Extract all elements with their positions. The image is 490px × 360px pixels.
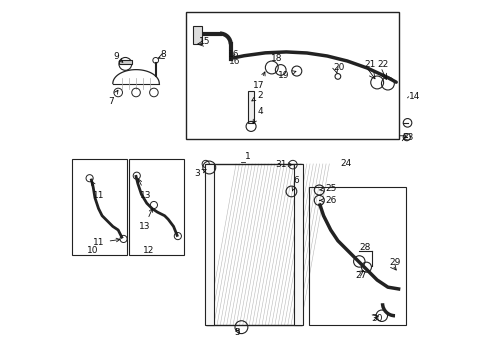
Text: 29: 29 [390,258,401,267]
Text: 22: 22 [377,60,389,69]
Text: 3: 3 [195,169,206,178]
Text: 26: 26 [320,196,337,205]
Text: 24: 24 [341,159,352,168]
Bar [129,158,184,255]
Text: 14: 14 [409,92,420,101]
Text: 13: 13 [139,208,153,231]
Bar [294,164,303,325]
Text: 28: 28 [359,243,371,252]
Text: 16: 16 [228,50,240,59]
Text: 9: 9 [114,52,123,62]
Bar [186,12,398,139]
Bar [72,158,127,255]
Bar [119,60,132,64]
FancyArrowPatch shape [233,52,396,82]
Text: 6: 6 [292,176,299,191]
Text: 15: 15 [198,37,210,46]
Text: 12: 12 [143,246,154,255]
Text: 31: 31 [276,160,293,169]
Bar [193,26,202,44]
Text: 18: 18 [270,54,282,63]
Bar [309,187,406,325]
Text: 30: 30 [371,314,383,323]
Text: 20: 20 [334,63,345,72]
Text: 10: 10 [87,246,98,255]
Text: 13: 13 [138,179,152,199]
Text: 8: 8 [160,50,166,59]
Bar [248,91,254,123]
Text: 23: 23 [402,133,414,142]
Text: 4: 4 [253,107,263,123]
Text: 16: 16 [229,57,241,66]
Text: 17: 17 [253,72,265,90]
Text: 7: 7 [108,90,118,106]
Text: 5: 5 [234,328,240,337]
Bar [205,164,214,325]
Bar [206,164,302,325]
Text: 27: 27 [356,271,367,280]
Text: 25: 25 [320,184,337,193]
Text: 1: 1 [245,152,251,161]
Text: 11: 11 [93,238,120,247]
Text: 19: 19 [278,71,296,80]
Text: 21: 21 [364,60,375,69]
Text: 11: 11 [92,181,105,199]
Text: 2: 2 [252,91,263,101]
